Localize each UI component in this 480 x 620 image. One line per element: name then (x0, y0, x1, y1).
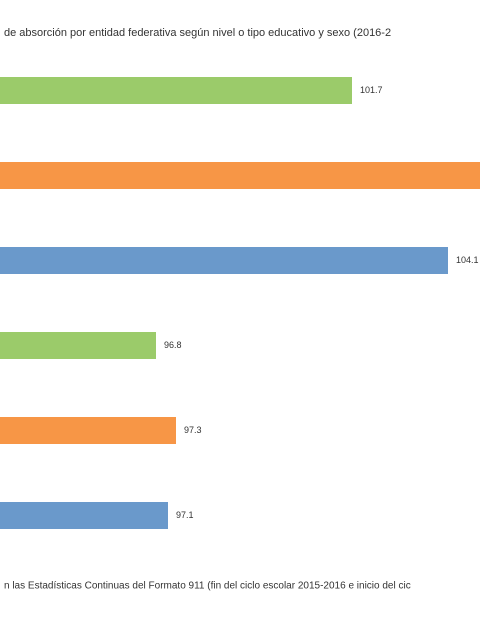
bar (0, 502, 168, 529)
value-label: 101.7 (360, 85, 383, 95)
bar (0, 247, 448, 274)
value-label: 97.3 (184, 425, 202, 435)
value-label: 97.1 (176, 510, 194, 520)
bar (0, 417, 176, 444)
value-label: 104.1 (456, 255, 479, 265)
value-label: 96.8 (164, 340, 182, 350)
chart-title: de absorción por entidad federativa segú… (4, 27, 391, 39)
source-note: n las Estadísticas Continuas del Formato… (4, 581, 411, 592)
bar (0, 332, 156, 359)
bar (0, 162, 480, 189)
bar (0, 77, 352, 104)
